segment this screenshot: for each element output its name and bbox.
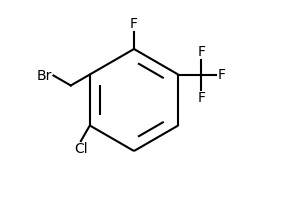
Text: F: F [197,45,205,59]
Text: Br: Br [37,68,52,83]
Text: Cl: Cl [74,142,88,156]
Text: F: F [217,68,225,82]
Text: F: F [130,17,138,31]
Text: F: F [197,90,205,104]
